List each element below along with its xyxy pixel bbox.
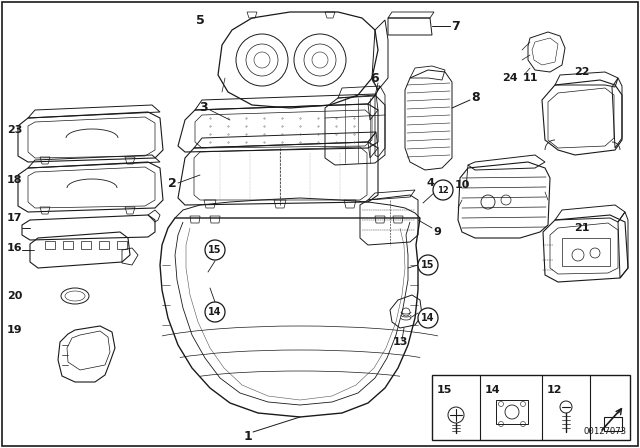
Text: 10: 10 (454, 180, 470, 190)
Text: 15: 15 (437, 385, 452, 395)
Text: 19: 19 (6, 325, 22, 335)
Bar (81, 241, 91, 249)
Text: 7: 7 (452, 20, 460, 33)
Bar (63, 241, 73, 249)
Text: 11: 11 (522, 73, 538, 83)
Text: 23: 23 (6, 125, 22, 135)
Circle shape (418, 308, 438, 328)
Text: 2: 2 (168, 177, 177, 190)
Bar (496, 400, 528, 424)
Text: 12: 12 (437, 185, 449, 194)
Bar (562, 238, 610, 266)
Text: 15: 15 (208, 245, 221, 255)
Text: 17: 17 (6, 213, 22, 223)
Text: 13: 13 (392, 337, 408, 347)
Bar (99, 241, 109, 249)
Text: 4: 4 (426, 178, 434, 188)
Text: 15: 15 (421, 260, 435, 270)
Text: 18: 18 (6, 175, 22, 185)
Text: O0127O73: O0127O73 (583, 427, 626, 436)
Bar (432, 375, 630, 440)
Text: 1: 1 (244, 430, 252, 443)
Circle shape (418, 255, 438, 275)
Text: 8: 8 (472, 90, 480, 103)
Text: 24: 24 (502, 73, 518, 83)
Text: 5: 5 (196, 13, 204, 26)
Text: 14: 14 (421, 313, 435, 323)
Text: 14: 14 (208, 307, 221, 317)
Text: 21: 21 (574, 223, 589, 233)
Text: 9: 9 (433, 227, 441, 237)
Text: 14: 14 (485, 385, 500, 395)
Text: 20: 20 (6, 291, 22, 301)
Circle shape (433, 180, 453, 200)
Circle shape (205, 302, 225, 322)
Text: 12: 12 (547, 385, 563, 395)
Text: 6: 6 (371, 72, 380, 85)
Text: 22: 22 (574, 67, 589, 77)
Circle shape (205, 240, 225, 260)
Text: 16: 16 (6, 243, 22, 253)
Bar (45, 241, 55, 249)
Bar (604, 417, 622, 431)
Text: 3: 3 (198, 100, 207, 113)
Bar (117, 241, 127, 249)
